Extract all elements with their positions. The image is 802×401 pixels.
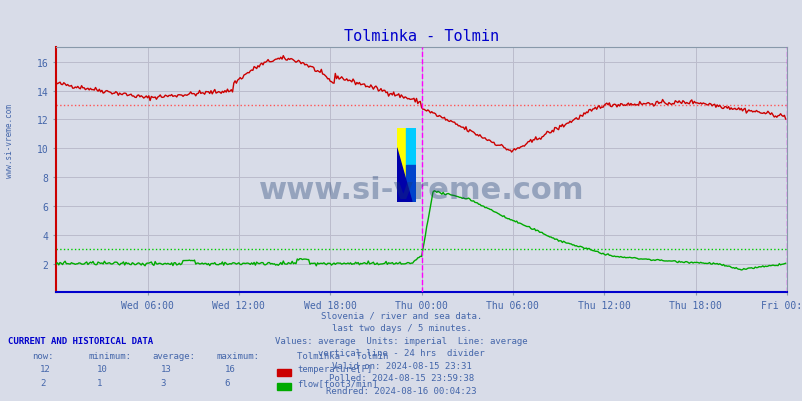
- Text: www.si-vreme.com: www.si-vreme.com: [5, 103, 14, 177]
- Text: 13: 13: [160, 364, 171, 373]
- Text: temperature[F]: temperature[F]: [297, 364, 372, 373]
- Text: maximum:: maximum:: [217, 351, 260, 360]
- Text: average:: average:: [152, 351, 196, 360]
- Text: 3: 3: [160, 378, 166, 387]
- Text: www.si-vreme.com: www.si-vreme.com: [258, 176, 584, 205]
- Text: 12: 12: [40, 364, 51, 373]
- Text: 1: 1: [96, 378, 102, 387]
- Text: now:: now:: [32, 351, 54, 360]
- Text: Slovenia / river and sea data.
last two days / 5 minutes.
Values: average  Units: Slovenia / river and sea data. last two …: [275, 311, 527, 395]
- Bar: [277, 369, 291, 376]
- Text: flow[foot3/min]: flow[foot3/min]: [297, 378, 377, 387]
- Text: CURRENT AND HISTORICAL DATA: CURRENT AND HISTORICAL DATA: [8, 336, 153, 345]
- Text: minimum:: minimum:: [88, 351, 132, 360]
- Text: Tolminka - Tolmin: Tolminka - Tolmin: [297, 351, 388, 360]
- Text: 16: 16: [225, 364, 235, 373]
- Title: Tolminka - Tolmin: Tolminka - Tolmin: [343, 29, 499, 44]
- Bar: [277, 383, 291, 390]
- Text: 2: 2: [40, 378, 46, 387]
- Text: 6: 6: [225, 378, 230, 387]
- Text: 10: 10: [96, 364, 107, 373]
